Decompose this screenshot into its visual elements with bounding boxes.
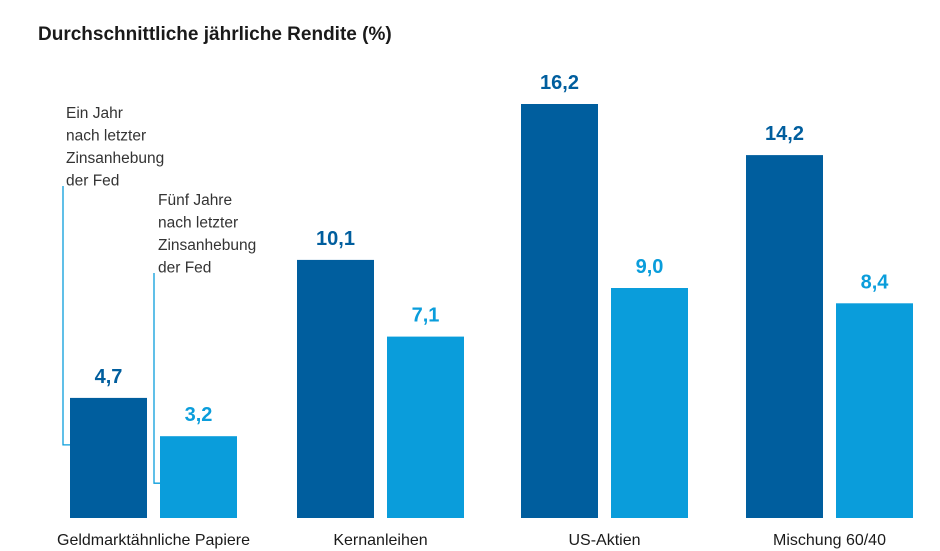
category-label-2: US-Aktien	[568, 532, 640, 549]
bar-2-series-1	[521, 104, 598, 518]
value-label-1-series-2: 7,1	[412, 305, 440, 327]
value-label-3-series-2: 8,4	[861, 271, 890, 293]
annotation-pointer-line	[153, 273, 160, 484]
annotation-line-text: Fünf Jahre	[158, 192, 232, 209]
value-label-2-series-2: 9,0	[636, 256, 664, 278]
value-labels: 4,7 3,2 10,1 7,1 16,2 9,0 14,2 8,4	[95, 72, 890, 426]
annotation-line-text: der Fed	[66, 173, 119, 190]
bar-2-series-2	[611, 288, 688, 518]
category-label-3: Mischung 60/40	[773, 532, 886, 549]
chart-title: Durchschnittliche jährliche Rendite (%)	[38, 24, 392, 45]
bar-3-series-1	[746, 155, 823, 518]
bar-0-series-1	[70, 397, 147, 518]
value-label-2-series-1: 16,2	[540, 72, 579, 94]
bar-1-series-2	[387, 336, 464, 518]
category-labels: Geldmarktähnliche Papiere Kernanleihen US-…	[57, 532, 886, 549]
annotation-line-text: Zinsanhebung	[66, 150, 164, 167]
bar-0-series-2	[160, 436, 237, 518]
annotation-line-text: nach letzter	[158, 215, 238, 232]
bars	[70, 104, 913, 518]
bar-3-series-2	[836, 303, 913, 518]
annotation-pointer-line	[62, 186, 70, 446]
category-label-0: Geldmarktähnliche Papiere	[57, 532, 250, 549]
category-label-1: Kernanleihen	[333, 532, 427, 549]
value-label-0-series-1: 4,7	[95, 366, 123, 388]
annotation-line-text: Ein Jahr	[66, 105, 123, 122]
value-label-1-series-1: 10,1	[316, 228, 355, 250]
annotation-line-text: der Fed	[158, 260, 211, 277]
value-label-3-series-1: 14,2	[765, 123, 804, 145]
annotation-line-text: nach letzter	[66, 128, 146, 145]
value-label-0-series-2: 3,2	[185, 404, 213, 426]
bar-1-series-1	[297, 259, 374, 518]
annotation-line-text: Zinsanhebung	[158, 237, 256, 254]
annotation-1: Ein Jahr nach letzter Zinsanhebung der Fed	[62, 105, 164, 446]
annotation-2: Fünf Jahre nach letzter Zinsanhebung der Fe…	[153, 192, 256, 484]
